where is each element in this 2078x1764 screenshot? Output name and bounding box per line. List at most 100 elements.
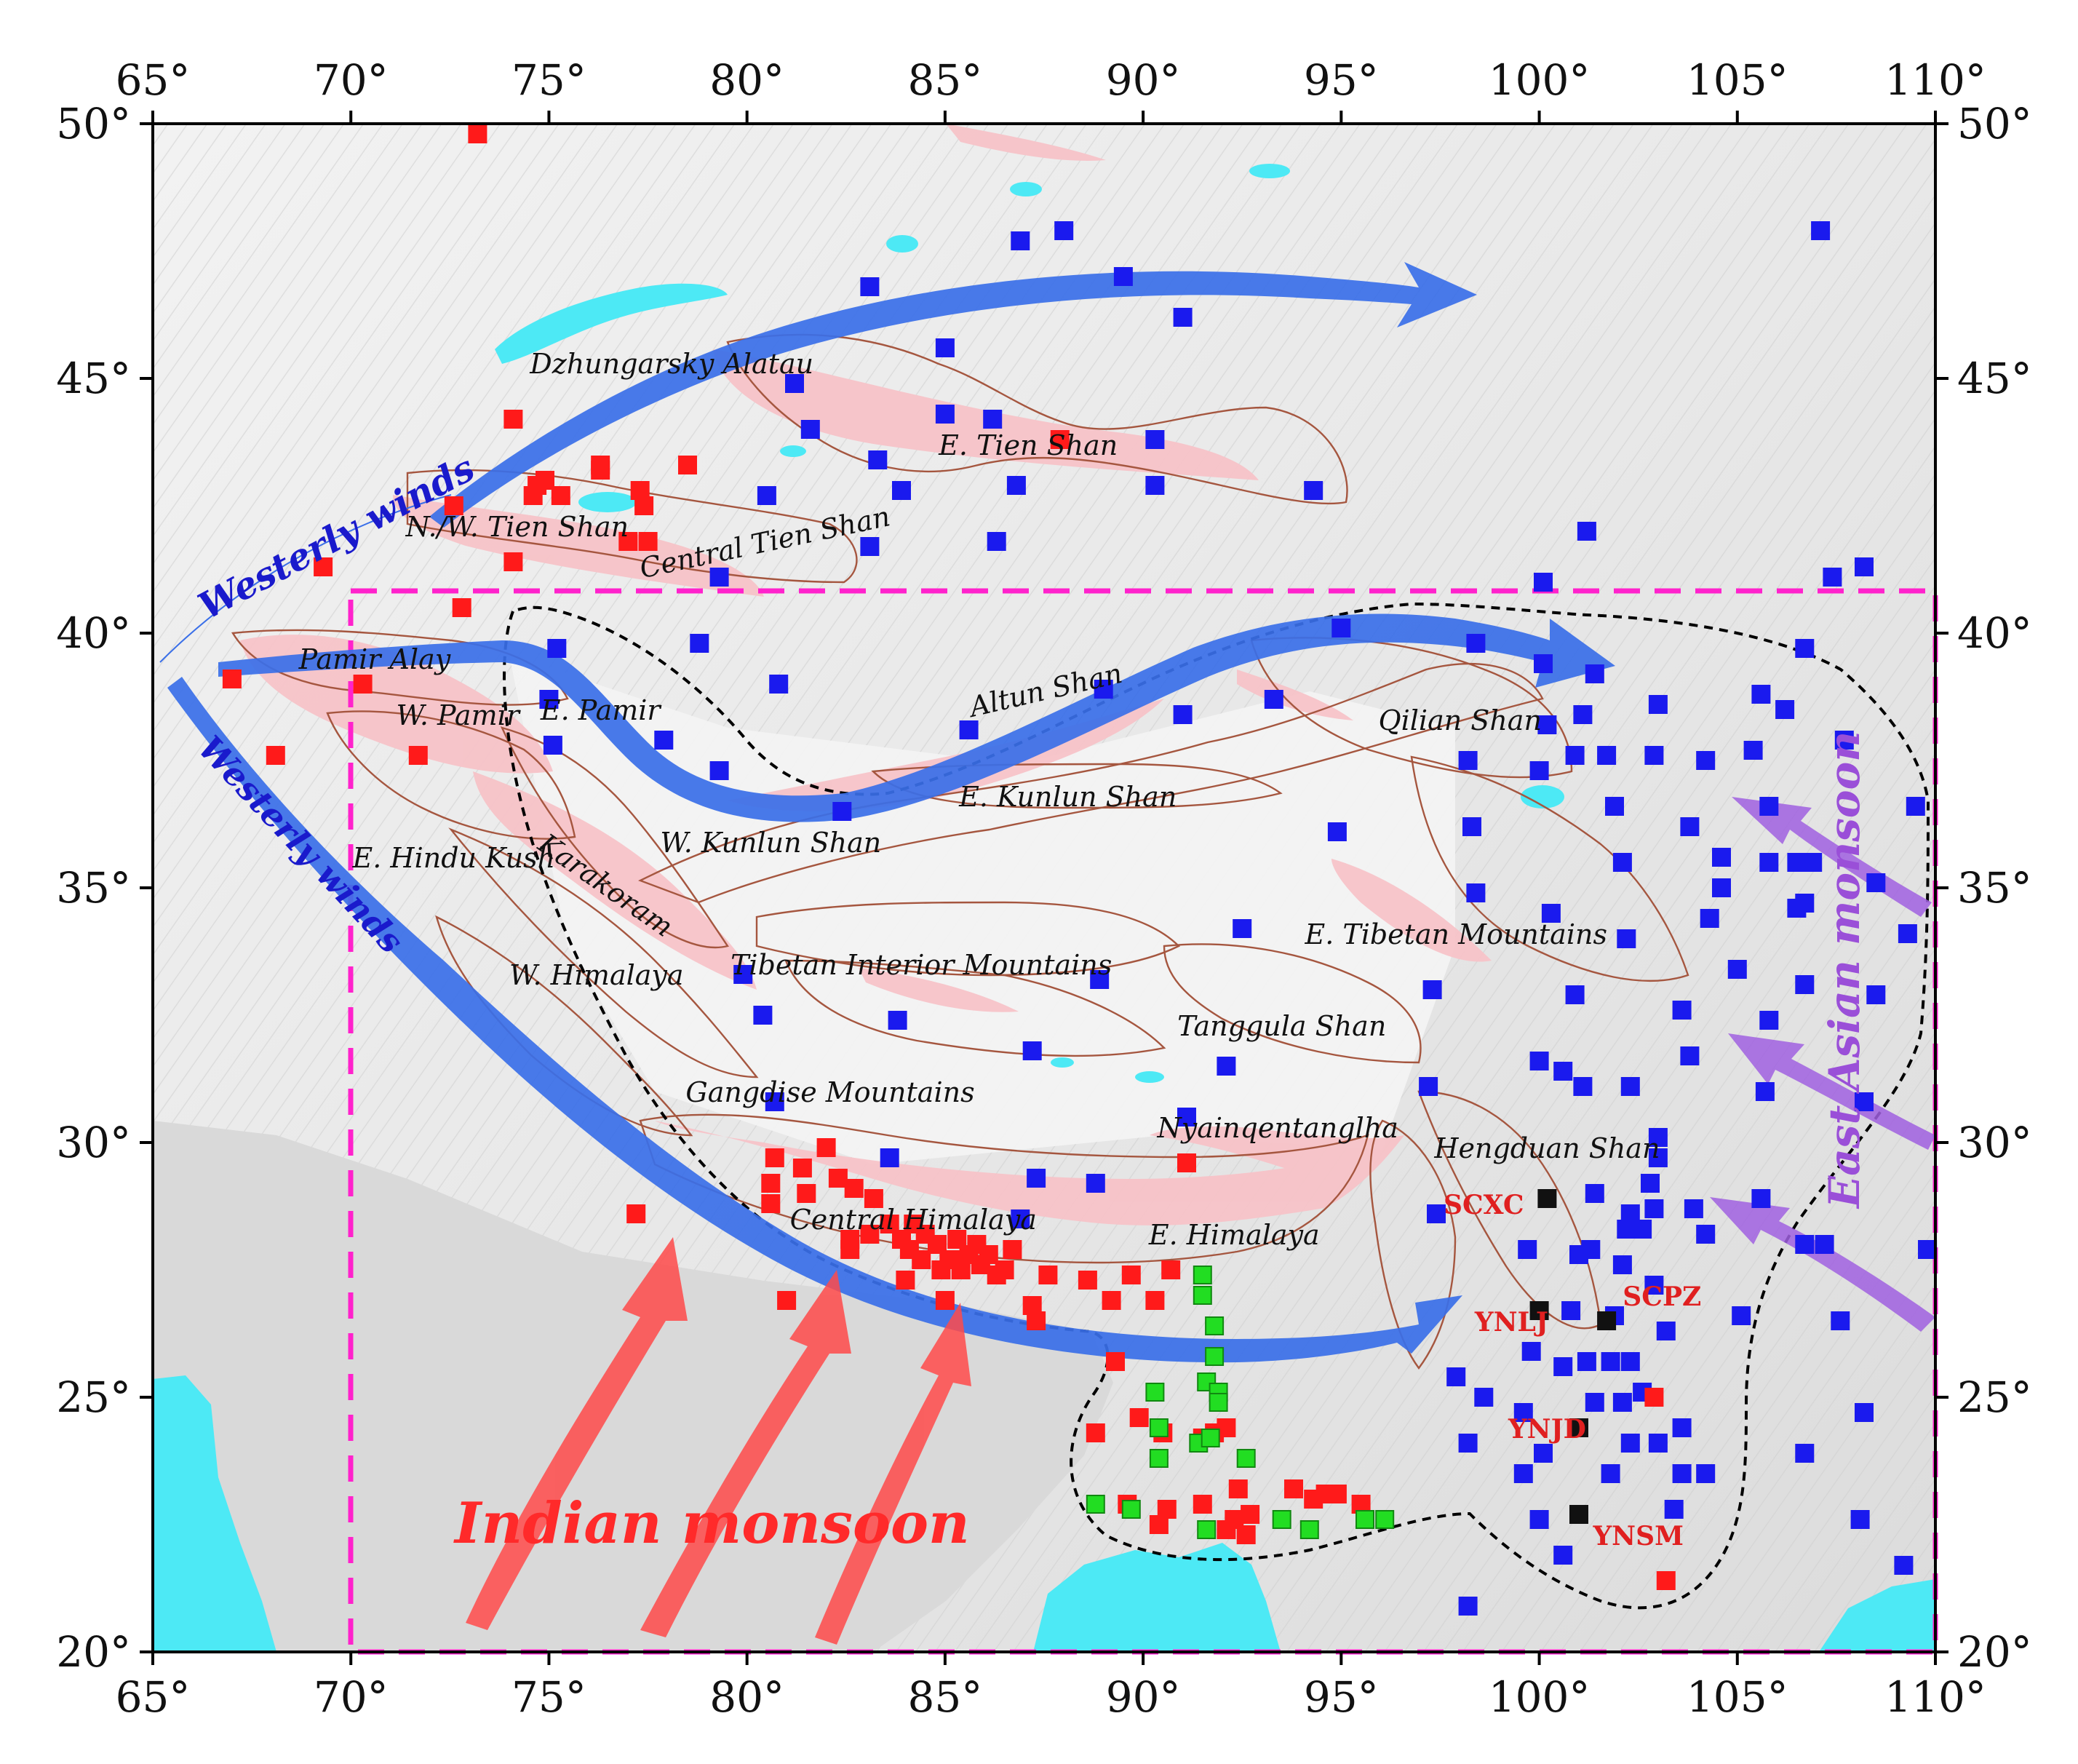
station-marker-blue <box>1565 985 1585 1004</box>
lon-label-bottom: 75° <box>511 1672 586 1722</box>
east-asian-monsoon-label: East Asian monsoon <box>1820 731 1869 1209</box>
station-marker-blue <box>1795 639 1815 658</box>
lat-label-left: 45° <box>56 354 131 403</box>
station-marker-blue <box>1521 1342 1541 1361</box>
station-marker-green <box>1193 1286 1212 1305</box>
station-marker-blue <box>1831 1311 1850 1330</box>
station-marker-blue <box>785 374 804 393</box>
range-label: E. Himalaya <box>1148 1219 1320 1251</box>
lon-label-top: 95° <box>1304 55 1379 105</box>
station-marker-blue <box>1633 1220 1652 1239</box>
range-label: N./W. Tien Shan <box>405 511 629 543</box>
station-marker-blue <box>1553 1546 1573 1565</box>
station-marker-blue <box>1601 1464 1620 1483</box>
station-marker-blue <box>1755 1082 1775 1101</box>
station-marker-red <box>816 1138 836 1157</box>
station-marker-blue <box>1795 975 1815 994</box>
site-label: SCPZ <box>1623 1282 1701 1312</box>
station-marker-red <box>979 1245 998 1264</box>
station-marker-blue <box>1565 746 1585 765</box>
station-marker-green <box>1205 1316 1225 1335</box>
range-label: E. Hindu Kush <box>352 842 556 874</box>
lake-qinghai <box>1521 785 1564 808</box>
station-marker-blue <box>1458 1434 1478 1453</box>
station-marker-red <box>678 456 697 474</box>
station-marker-blue <box>690 634 709 653</box>
station-marker-blue <box>1086 1174 1105 1193</box>
station-marker-red <box>935 1291 955 1310</box>
ocean-arabian-sea <box>153 1375 276 1652</box>
lon-label-bottom: 90° <box>1106 1672 1181 1722</box>
station-marker-red <box>1050 430 1070 449</box>
station-marker-red <box>353 675 373 694</box>
station-marker-red <box>523 486 543 505</box>
station-marker-blue <box>1700 909 1719 928</box>
lon-label-top: 100° <box>1489 55 1591 105</box>
station-marker-red <box>1086 1423 1105 1442</box>
station-marker-blue <box>1327 822 1347 841</box>
station-marker-blue <box>1581 1240 1601 1259</box>
station-marker-blue <box>1534 654 1553 673</box>
station-marker-blue <box>1855 1092 1874 1111</box>
station-marker-red <box>1106 1352 1125 1371</box>
station-marker-green <box>1375 1510 1395 1529</box>
station-marker-green <box>1209 1393 1228 1412</box>
station-marker-blue <box>1612 853 1632 872</box>
station-marker-blue <box>1617 929 1636 948</box>
lake-issyk-kul <box>578 492 637 512</box>
lake-siling <box>1051 1057 1074 1068</box>
station-marker-blue <box>1173 705 1193 724</box>
station-marker-red <box>1236 1525 1256 1544</box>
station-marker-red <box>840 1240 860 1259</box>
station-marker-red <box>1149 1515 1169 1534</box>
lon-label-bottom: 80° <box>709 1672 784 1722</box>
station-marker-blue <box>1894 1556 1914 1575</box>
station-marker-blue <box>935 338 955 357</box>
station-marker-blue <box>1803 853 1823 872</box>
lat-label-right: 20° <box>1957 1627 2032 1677</box>
station-marker-blue <box>1145 476 1165 495</box>
station-marker-red <box>634 496 654 515</box>
lon-label-top: 65° <box>116 55 191 105</box>
station-marker-red <box>638 532 658 551</box>
indian-arrow-1 <box>466 1237 688 1630</box>
range-label: Qilian Shan <box>1378 704 1541 736</box>
east-asian-arrow-3 <box>1710 1197 1935 1332</box>
station-marker-red <box>1038 1266 1058 1284</box>
ocean-south-china-sea <box>1819 1579 1935 1652</box>
station-marker-blue <box>543 736 562 755</box>
station-marker-blue <box>1177 1108 1196 1127</box>
station-marker-black <box>1529 1301 1549 1320</box>
station-marker-blue <box>1787 853 1807 872</box>
lat-label-left: 50° <box>56 99 131 148</box>
range-label: Central Himalaya <box>790 1204 1037 1236</box>
station-marker-blue <box>1054 221 1074 240</box>
station-marker-blue <box>1011 231 1030 250</box>
lake-balkhash <box>495 283 728 364</box>
station-marker-blue <box>983 410 1003 429</box>
station-marker-blue <box>1641 1174 1660 1193</box>
station-marker-blue <box>800 420 820 439</box>
station-marker-red <box>618 532 638 551</box>
station-marker-red <box>452 598 471 617</box>
station-marker-blue <box>1823 568 1842 587</box>
range-label: E. Tibetan Mountains <box>1304 918 1607 950</box>
station-marker-blue <box>1304 481 1323 500</box>
lake-uvs <box>1010 182 1042 196</box>
station-marker-blue <box>1217 1057 1236 1076</box>
site-label: SCXC <box>1444 1190 1524 1220</box>
range-label: E. Tien Shan <box>938 429 1118 461</box>
station-marker-blue <box>1906 797 1925 816</box>
station-marker-blue <box>1011 1209 1030 1228</box>
lon-label-bottom: 65° <box>116 1672 191 1722</box>
station-marker-blue <box>769 675 789 694</box>
station-marker-red <box>761 1194 781 1213</box>
station-marker-blue <box>1759 853 1779 872</box>
mountain-range-boundaries <box>231 333 1689 1370</box>
station-marker-blue <box>1620 1434 1640 1453</box>
station-marker-green <box>1086 1495 1105 1514</box>
station-marker-blue <box>1427 1204 1446 1223</box>
station-marker-blue <box>1644 1199 1664 1218</box>
station-marker-blue <box>1684 1199 1703 1218</box>
